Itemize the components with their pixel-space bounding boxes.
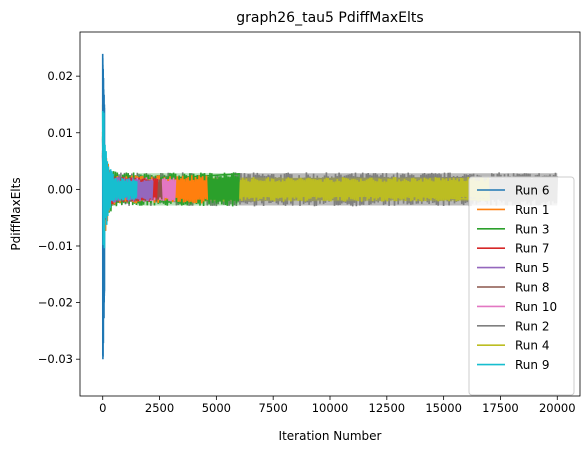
x-tick-label: 7500 — [259, 401, 288, 415]
y-tick-label: 0.02 — [47, 69, 73, 83]
x-tick-label: 15000 — [425, 401, 462, 415]
x-tick-label: 2500 — [145, 401, 174, 415]
y-tick-label: −0.01 — [38, 239, 73, 253]
legend-label: Run 8 — [515, 281, 549, 295]
legend: Run 6 Run 1 Run 3 Run 7 Run 5 Run 8 Run 10 Run … — [468, 176, 575, 396]
x-tick-label: 10000 — [312, 401, 349, 415]
y-tick-label: 0.00 — [47, 182, 73, 196]
legend-label: Run 1 — [515, 203, 549, 217]
legend-label: Run 9 — [515, 358, 549, 372]
y-tick-label: 0.01 — [47, 126, 73, 140]
y-axis-label: PdiffMaxElts — [9, 177, 23, 250]
legend-box — [468, 176, 575, 396]
y-axis: −0.03 −0.02 −0.01 0.00 0.01 0.02 — [38, 69, 80, 366]
legend-label: Run 7 — [515, 242, 549, 256]
legend-label: Run 6 — [515, 184, 549, 198]
x-axis: 0 2500 5000 7500 10000 12500 15000 17500 20000 — [99, 396, 576, 415]
x-tick-label: 0 — [99, 401, 106, 415]
legend-label: Run 3 — [515, 222, 549, 236]
legend-label: Run 5 — [515, 261, 549, 275]
y-tick-label: −0.03 — [38, 352, 73, 366]
chart-title: graph26_tau5 PdiffMaxElts — [236, 10, 423, 26]
legend-label: Run 4 — [515, 339, 549, 353]
y-tick-label: −0.02 — [38, 296, 73, 310]
x-tick-label: 20000 — [539, 401, 576, 415]
legend-label: Run 10 — [515, 300, 557, 314]
x-tick-label: 5000 — [202, 401, 231, 415]
series-line-run-9 — [101, 110, 138, 249]
legend-label: Run 2 — [515, 319, 549, 333]
x-tick-label: 17500 — [482, 401, 519, 415]
x-axis-label: Iteration Number — [279, 429, 382, 443]
x-tick-label: 12500 — [369, 401, 406, 415]
